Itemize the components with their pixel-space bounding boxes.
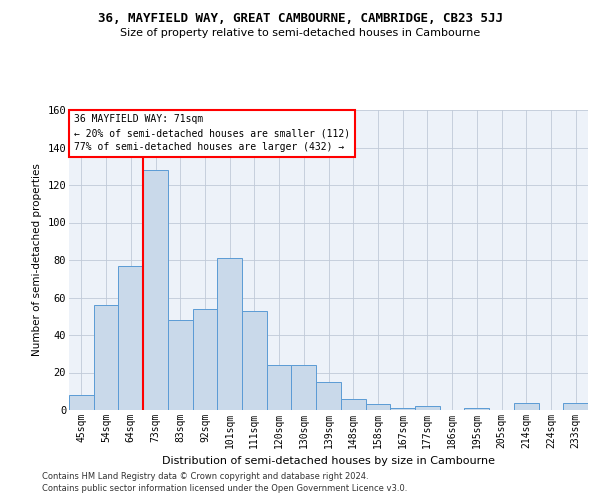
Bar bbox=[69, 395, 94, 410]
Y-axis label: Number of semi-detached properties: Number of semi-detached properties bbox=[32, 164, 42, 356]
Bar bbox=[217, 258, 242, 410]
Text: Size of property relative to semi-detached houses in Cambourne: Size of property relative to semi-detach… bbox=[120, 28, 480, 38]
Bar bbox=[267, 365, 292, 410]
Bar bbox=[292, 365, 316, 410]
Text: 36 MAYFIELD WAY: 71sqm
← 20% of semi-detached houses are smaller (112)
77% of se: 36 MAYFIELD WAY: 71sqm ← 20% of semi-det… bbox=[74, 114, 350, 152]
Bar bbox=[143, 170, 168, 410]
Bar bbox=[242, 310, 267, 410]
Bar bbox=[118, 266, 143, 410]
Bar bbox=[563, 402, 588, 410]
Bar bbox=[464, 408, 489, 410]
Bar bbox=[415, 406, 440, 410]
Bar bbox=[168, 320, 193, 410]
Bar bbox=[193, 308, 217, 410]
Bar bbox=[514, 402, 539, 410]
X-axis label: Distribution of semi-detached houses by size in Cambourne: Distribution of semi-detached houses by … bbox=[162, 456, 495, 466]
Bar bbox=[94, 305, 118, 410]
Text: 36, MAYFIELD WAY, GREAT CAMBOURNE, CAMBRIDGE, CB23 5JJ: 36, MAYFIELD WAY, GREAT CAMBOURNE, CAMBR… bbox=[97, 12, 503, 26]
Bar bbox=[365, 404, 390, 410]
Bar bbox=[390, 408, 415, 410]
Bar bbox=[341, 399, 365, 410]
Text: Contains public sector information licensed under the Open Government Licence v3: Contains public sector information licen… bbox=[42, 484, 407, 493]
Text: Contains HM Land Registry data © Crown copyright and database right 2024.: Contains HM Land Registry data © Crown c… bbox=[42, 472, 368, 481]
Bar bbox=[316, 382, 341, 410]
